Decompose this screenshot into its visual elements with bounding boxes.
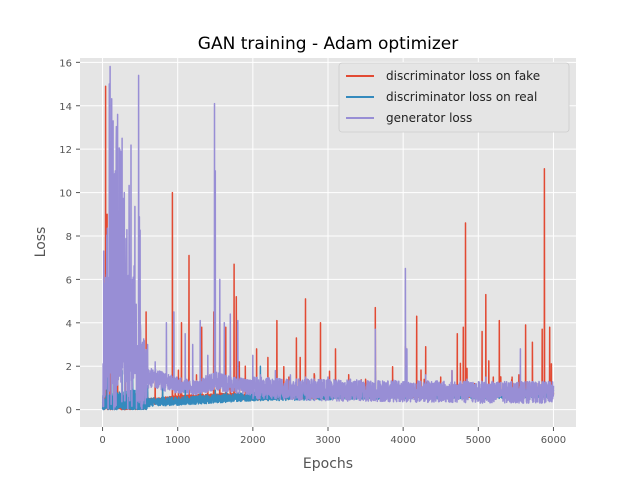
x-tick-label: 2000 — [240, 435, 265, 446]
y-tick-label: 4 — [66, 319, 72, 330]
y-tick-label: 0 — [66, 406, 72, 417]
y-axis-label: Loss — [33, 227, 49, 258]
legend-label-generator-loss: generator loss — [386, 111, 472, 125]
x-tick-label: 1000 — [165, 435, 190, 446]
y-axis: 0 2 4 6 8 10 12 14 16 — [59, 58, 80, 417]
series-lines — [101, 65, 555, 411]
y-tick-label: 2 — [66, 362, 72, 373]
x-tick-label: 4000 — [390, 435, 415, 446]
x-axis-label: Epochs — [303, 456, 353, 472]
series-line-generator-loss — [101, 65, 555, 411]
legend: discriminator loss on fake discriminator … — [338, 62, 570, 133]
y-tick-label: 10 — [59, 189, 72, 200]
x-tick-label: 3000 — [315, 435, 340, 446]
x-axis: 0 1000 2000 3000 4000 5000 6000 — [99, 427, 566, 446]
y-tick-label: 14 — [59, 102, 72, 113]
legend-label-discriminator-loss-on-fake: discriminator loss on fake — [386, 69, 540, 83]
grid — [80, 58, 576, 427]
x-tick-label: 5000 — [466, 435, 491, 446]
legend-label-discriminator-loss-on-real: discriminator loss on real — [386, 90, 537, 104]
y-tick-label: 8 — [66, 232, 72, 243]
y-tick-label: 6 — [66, 275, 72, 286]
y-tick-label: 12 — [59, 145, 72, 156]
x-tick-label: 6000 — [541, 435, 566, 446]
x-tick-label: 0 — [99, 435, 105, 446]
legend-box — [338, 62, 570, 133]
y-tick-label: 16 — [59, 58, 72, 69]
chart-title: GAN training - Adam optimizer — [198, 34, 458, 54]
